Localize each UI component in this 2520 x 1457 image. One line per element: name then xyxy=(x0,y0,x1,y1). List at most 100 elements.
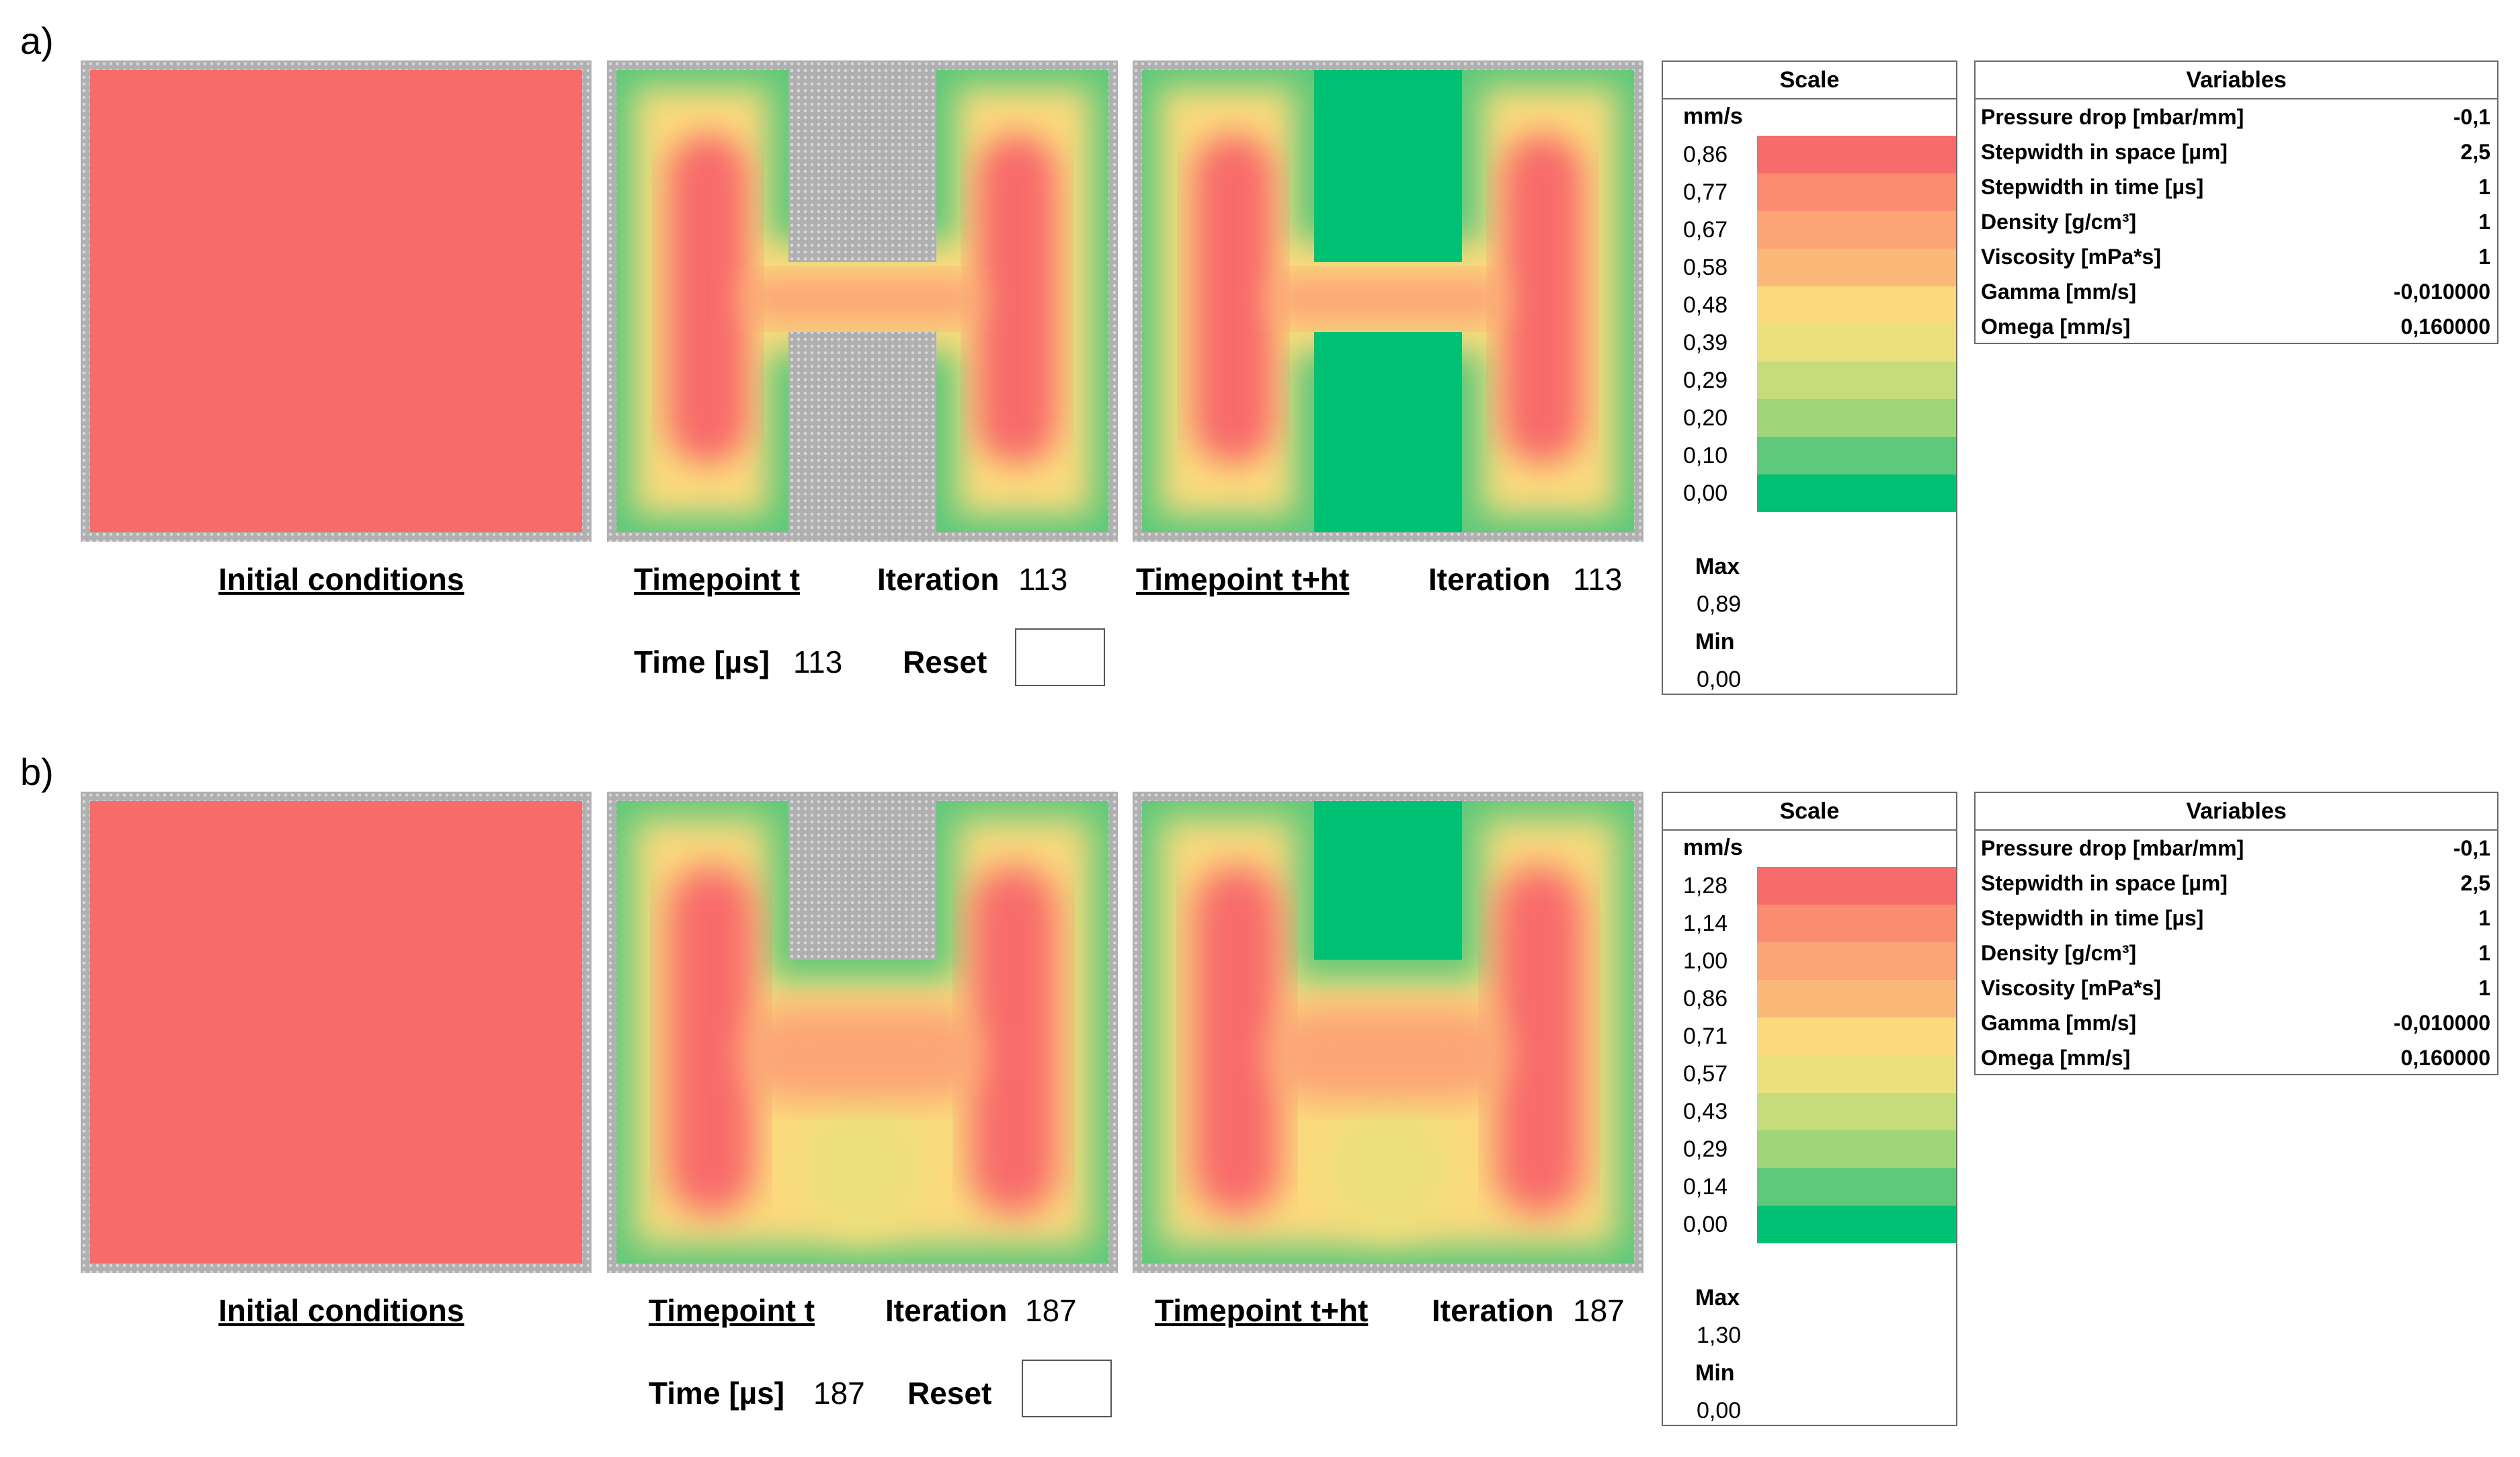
initial-flow-field xyxy=(90,801,582,1263)
variable-value[interactable]: -0,010000 xyxy=(2393,280,2490,304)
timepoint-ht-label: Timepoint t+ht xyxy=(1155,1293,1369,1328)
panel-a: a) xyxy=(0,0,2520,726)
scale-row: 1,28 xyxy=(1663,867,1956,905)
variable-name: Gamma [mm/s] xyxy=(1981,1011,2137,1035)
variables-title: Variables xyxy=(1976,62,2497,99)
scale-value: 0,86 xyxy=(1683,142,1728,167)
variable-row: Omega [mm/s] 0,160000 xyxy=(1976,1040,2497,1075)
scale-row: 0,48 xyxy=(1663,286,1956,324)
variables-title: Variables xyxy=(1976,793,2497,831)
scale-row: 0,29 xyxy=(1663,362,1956,399)
time-value: 187 xyxy=(813,1376,865,1411)
min-value: 0,00 xyxy=(1697,667,1742,692)
velocity-low-bottom xyxy=(1328,1101,1449,1235)
velocity-core-left xyxy=(1193,866,1281,1215)
variable-value[interactable]: 0,160000 xyxy=(2400,1046,2490,1070)
variable-value[interactable]: 1 xyxy=(2478,245,2490,269)
scale-value: 0,58 xyxy=(1683,255,1728,280)
variable-value[interactable]: 1 xyxy=(2478,976,2490,1000)
timepoint-ht-grid[interactable] xyxy=(1133,60,1643,542)
iteration-ht-value: 113 xyxy=(1573,562,1623,597)
velocity-core-right xyxy=(1496,866,1583,1215)
variable-row: Gamma [mm/s] -0,010000 xyxy=(1976,1005,2497,1040)
variable-value[interactable]: 1 xyxy=(2478,175,2490,199)
scale-value: 0,43 xyxy=(1683,1099,1728,1124)
min-label: Min xyxy=(1695,629,1735,655)
scale-legend: Scale mm/s 1,28 1,14 1,00 0,86 0,71 0,57… xyxy=(1662,792,1957,1426)
timepoint-t-grid[interactable] xyxy=(607,792,1118,1273)
variable-value[interactable]: -0,010000 xyxy=(2393,1011,2490,1035)
initial-velocity-field xyxy=(90,801,582,1263)
variable-value[interactable]: 0,160000 xyxy=(2400,315,2490,339)
scale-value: 0,29 xyxy=(1683,368,1728,393)
scale-row: 1,00 xyxy=(1663,942,1956,980)
reset-input[interactable] xyxy=(1022,1360,1112,1417)
scale-row: 0,67 xyxy=(1663,211,1956,249)
variable-value[interactable]: 2,5 xyxy=(2460,871,2490,895)
scale-row: 0,43 xyxy=(1663,1093,1956,1130)
scale-value: 1,00 xyxy=(1683,948,1728,974)
scale-title: Scale xyxy=(1663,793,1956,831)
max-label: Max xyxy=(1695,1285,1740,1310)
scale-value: 0,67 xyxy=(1683,217,1728,243)
velocity-core-right xyxy=(970,866,1057,1215)
scale-value: 0,29 xyxy=(1683,1136,1728,1162)
variable-value[interactable]: 1 xyxy=(2478,941,2490,965)
scale-value: 0,48 xyxy=(1683,292,1728,318)
scale-value: 0,10 xyxy=(1683,443,1728,468)
variable-row: Stepwidth in time [µs] 1 xyxy=(1976,169,2497,204)
variable-row: Pressure drop [mbar/mm] -0,1 xyxy=(1976,831,2497,866)
flow-field-a-t xyxy=(616,70,1108,532)
scale-swatch xyxy=(1757,249,1956,286)
variable-name: Stepwidth in space [µm] xyxy=(1981,871,2228,895)
variable-value[interactable]: -0,1 xyxy=(2453,105,2490,129)
scale-value: 0,57 xyxy=(1683,1061,1728,1087)
variable-name: Pressure drop [mbar/mm] xyxy=(1981,105,2244,129)
initial-flow-field xyxy=(90,70,582,532)
velocity-low-bottom xyxy=(802,1101,923,1235)
scale-row: 0,14 xyxy=(1663,1168,1956,1206)
time-label: Time [µs] xyxy=(634,644,770,679)
scale-row: 0,57 xyxy=(1663,1055,1956,1093)
initial-conditions-label: Initial conditions xyxy=(218,562,464,597)
initial-conditions-grid[interactable] xyxy=(81,60,592,542)
reset-label: Reset xyxy=(907,1376,992,1411)
variable-name: Stepwidth in space [µm] xyxy=(1981,140,2228,164)
scale-value: 0,20 xyxy=(1683,405,1728,431)
timepoint-t-grid[interactable] xyxy=(607,60,1118,542)
scale-swatch xyxy=(1757,1055,1956,1093)
initial-velocity-field xyxy=(90,70,582,532)
variable-value[interactable]: -0,1 xyxy=(2453,836,2490,860)
zero-velocity-block-bottom xyxy=(1314,332,1462,532)
scale-row: 0,10 xyxy=(1663,437,1956,474)
min-value: 0,00 xyxy=(1697,1398,1742,1423)
variable-value[interactable]: 2,5 xyxy=(2460,140,2490,164)
iteration-label: Iteration xyxy=(877,562,1000,597)
iteration-label: Iteration xyxy=(1432,1293,1554,1328)
max-value: 1,30 xyxy=(1697,1323,1742,1348)
initial-conditions-grid[interactable] xyxy=(81,792,592,1273)
zero-velocity-block-top xyxy=(1314,70,1462,262)
reset-input[interactable] xyxy=(1015,628,1105,686)
scale-value: 0,77 xyxy=(1683,179,1728,205)
variable-row: Viscosity [mPa*s] 1 xyxy=(1976,970,2497,1005)
variable-name: Density [g/cm³] xyxy=(1981,941,2137,965)
iteration-t-value: 113 xyxy=(1018,562,1068,597)
initial-conditions-label: Initial conditions xyxy=(218,1293,464,1328)
scale-value: 0,39 xyxy=(1683,330,1728,356)
scale-swatch xyxy=(1757,867,1956,905)
scale-swatch xyxy=(1757,1093,1956,1130)
variable-value[interactable]: 1 xyxy=(2478,906,2490,930)
timepoint-t-label: Timepoint t xyxy=(634,562,801,597)
scale-row: 0,00 xyxy=(1663,474,1956,512)
scale-swatch xyxy=(1757,173,1956,211)
timepoint-ht-grid[interactable] xyxy=(1133,792,1643,1273)
scale-swatch xyxy=(1757,474,1956,512)
velocity-core-right xyxy=(977,134,1057,464)
iteration-t-value: 187 xyxy=(1025,1293,1077,1328)
variable-row: Omega [mm/s] 0,160000 xyxy=(1976,309,2497,344)
panel-label: a) xyxy=(20,19,54,62)
time-value: 113 xyxy=(793,644,843,679)
variable-name: Gamma [mm/s] xyxy=(1981,280,2137,304)
variable-value[interactable]: 1 xyxy=(2478,210,2490,234)
